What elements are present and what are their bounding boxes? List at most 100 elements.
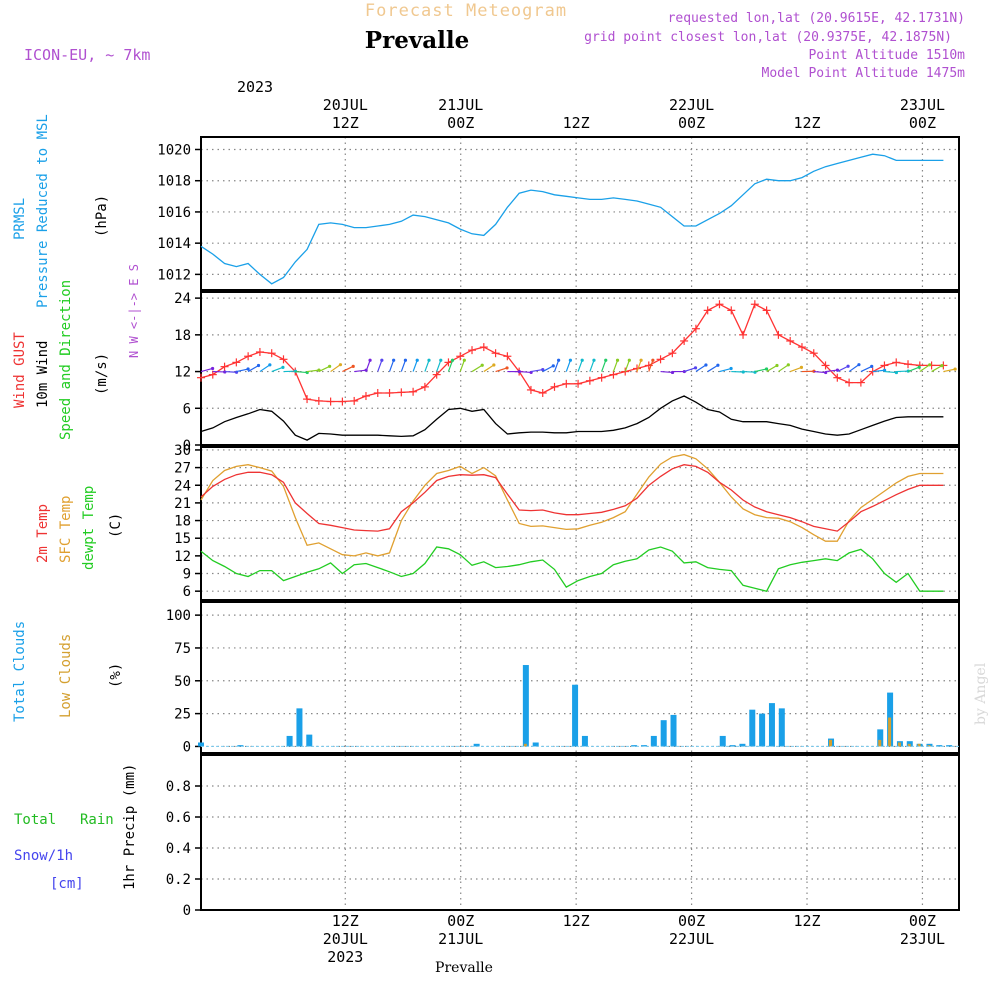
gust-marker — [750, 300, 759, 309]
wind-arrow — [200, 366, 215, 373]
wind-arrow — [719, 366, 733, 373]
wind-arrow-head — [651, 358, 655, 362]
total-cloud-bar — [473, 743, 480, 747]
total-cloud-bar — [719, 735, 726, 747]
wind-arrow-shaft — [436, 360, 442, 372]
panel-frame — [200, 446, 960, 601]
top-time-label: 00Z — [909, 114, 936, 132]
wind-arrow-head — [392, 358, 396, 362]
precip-total-label: Total — [14, 812, 56, 828]
gust-marker — [314, 396, 323, 405]
wind-arrow — [342, 364, 355, 373]
wind-arrow — [766, 363, 779, 373]
low-cloud-bar — [523, 743, 527, 747]
top-time-label: 23JUL — [900, 96, 945, 114]
wind-arrow-shaft — [519, 370, 532, 374]
wind-arrow — [483, 363, 496, 373]
bottom-time-label: 21JUL — [438, 930, 483, 948]
wind-arrow-head — [799, 365, 804, 370]
wind-arrow-shaft — [354, 369, 367, 373]
total-cloud-bar — [532, 742, 539, 747]
low-cloud-bar — [907, 743, 911, 747]
wind-arrow-shaft — [754, 368, 767, 373]
wind-arrow-shaft — [565, 360, 571, 372]
y-tick-label: 24 — [174, 291, 191, 307]
wind-arrow-shaft — [778, 364, 789, 373]
precip-labels: Total Rain Snow/1h [cm] 1hr Precip (mm) — [14, 764, 138, 892]
plot-panels: 1012101410161018102006121824691215182124… — [157, 136, 960, 919]
wind-arrow-head — [615, 358, 620, 362]
total-cloud-bar — [198, 742, 204, 747]
gust-marker — [703, 306, 712, 315]
y-tick-label: 12 — [174, 365, 191, 381]
wind-arrow — [695, 363, 708, 373]
pressure-unit-label: (hPa) — [94, 195, 110, 237]
wind-arrow-shaft — [459, 360, 465, 372]
gust-marker — [668, 349, 677, 358]
low-cloud-bar — [927, 745, 931, 747]
wind-arrow — [530, 367, 545, 373]
wind-arrow-head — [462, 358, 466, 362]
gust-marker — [350, 396, 359, 405]
panel-frame — [200, 601, 960, 754]
top-time-label: 12Z — [332, 114, 359, 132]
panel-frame — [200, 754, 960, 911]
wind-arrow-shaft — [306, 369, 320, 373]
low-cloud-bar — [829, 739, 833, 747]
panel-precip: 0 0.2 0.4 0.6 0.8 — [166, 754, 960, 919]
gust-marker — [833, 373, 842, 382]
panel-pressure: 1012 1014 1016 1018 1020 — [157, 136, 960, 291]
wind-arrow — [447, 358, 455, 372]
wind-arrow-shaft — [789, 366, 802, 373]
wind-arrow-shaft — [707, 364, 719, 373]
sfc-temp-line — [200, 453, 944, 557]
gust-marker — [326, 397, 335, 406]
wind-arrow-shaft — [825, 369, 838, 373]
wind-arrow-head — [704, 363, 708, 367]
gust-marker — [526, 385, 535, 394]
wind-10m-label: 10m Wind — [35, 341, 51, 408]
gust-marker — [444, 358, 453, 367]
wind-arrow — [789, 365, 804, 373]
wind-arrow-shaft — [377, 360, 383, 372]
wind-arrow-shaft — [766, 364, 778, 373]
temp-2m-label: 2m Temp — [35, 504, 51, 563]
top-time-label: 21JUL — [438, 96, 483, 114]
gust-marker — [597, 373, 606, 382]
wind-arrow-shaft — [483, 364, 495, 373]
gust-marker — [739, 330, 748, 339]
panel-frame — [200, 291, 960, 446]
wind-speed-dir-label: Speed and Direction — [58, 280, 74, 440]
wind-arrow-shaft — [342, 365, 354, 373]
wind-arrow-shaft — [907, 366, 920, 373]
wind-arrow-shaft — [813, 370, 826, 374]
gust-marker — [303, 395, 312, 404]
bottom-time-label: 22JUL — [669, 930, 714, 948]
y-tick-label: 1018 — [157, 174, 191, 190]
wind-arrow-shaft — [400, 360, 406, 372]
gust-marker — [397, 388, 406, 397]
wind-arrow-shaft — [743, 370, 756, 373]
gust-marker — [385, 388, 394, 397]
requested-coords: requested lon,lat (20.9615E, 42.1731N) — [668, 11, 965, 26]
bottom-time-label: 2023 — [327, 948, 363, 966]
wind-arrow-shaft — [601, 360, 607, 372]
gridpoint-coords: grid point closest lon,lat (20.9375E, 42… — [584, 30, 952, 45]
model-altitude: Model Point Altitude 1475m — [762, 66, 966, 81]
wind-arrow-head — [568, 358, 572, 362]
wind-arrow — [236, 367, 250, 373]
wind-arrow — [400, 358, 408, 372]
y-tick-label: 0.2 — [166, 872, 191, 888]
wind-arrow-head — [940, 363, 944, 368]
wind-arrow-shaft — [695, 364, 707, 373]
top-time-label: 12Z — [793, 114, 820, 132]
wind-arrow-shaft — [837, 365, 849, 373]
y-tick-label: 50 — [174, 674, 191, 690]
total-cloud-bar — [522, 665, 529, 747]
wind-arrow-head — [427, 358, 431, 362]
wind-arrow-shaft — [365, 360, 371, 372]
wind-labels: Wind GUST 10m Wind Speed and Direction (… — [12, 264, 141, 440]
wind-arrow-head — [557, 358, 561, 362]
gust-marker — [845, 378, 854, 387]
total-clouds-label: Total Clouds — [12, 621, 28, 722]
